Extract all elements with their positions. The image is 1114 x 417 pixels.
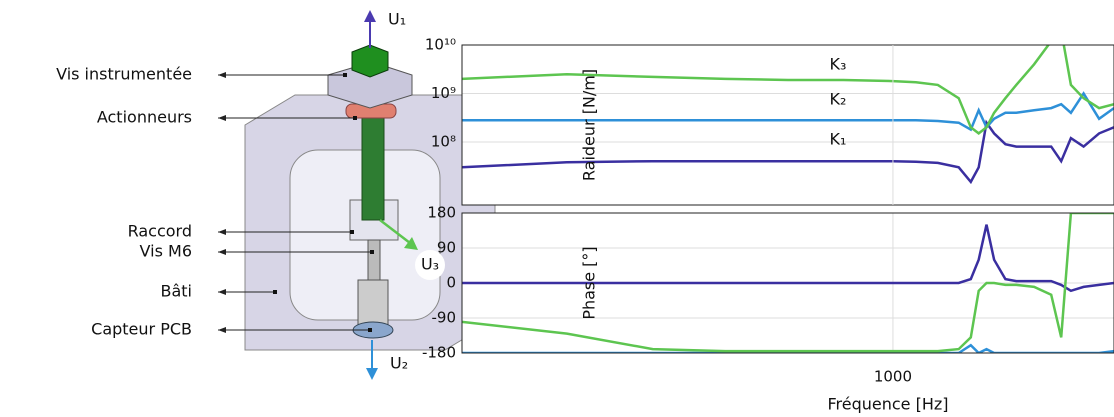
y-tick-label: 0 bbox=[446, 274, 456, 292]
u3-arrow bbox=[379, 219, 411, 244]
series-line bbox=[462, 45, 1114, 135]
plot-frame bbox=[461, 212, 1114, 354]
u1-head bbox=[364, 10, 376, 22]
leader-head bbox=[218, 115, 226, 121]
u3-head bbox=[404, 237, 418, 250]
series-group bbox=[462, 45, 1114, 185]
series-line bbox=[462, 91, 1114, 132]
direction-label: U₁ bbox=[388, 10, 406, 29]
y-tick-label: 10⁹ bbox=[431, 84, 456, 102]
y-axis-label: Phase [°] bbox=[580, 246, 599, 319]
part-label: Raccord bbox=[128, 222, 192, 241]
u2-head bbox=[366, 368, 378, 380]
series-label: K₃ bbox=[830, 55, 847, 74]
plot-frame bbox=[461, 44, 1114, 206]
plot-area bbox=[461, 44, 1114, 206]
screw-head bbox=[351, 44, 389, 78]
leader-dot bbox=[273, 290, 277, 294]
screw bbox=[361, 109, 385, 221]
leader-dot bbox=[350, 230, 354, 234]
y-axis-label: Raideur [N/m] bbox=[580, 69, 599, 181]
m6-screw bbox=[367, 239, 381, 281]
series-line bbox=[462, 213, 1114, 353]
leader-head bbox=[218, 72, 226, 78]
leader-head bbox=[218, 289, 226, 295]
series-label: K₁ bbox=[830, 130, 847, 149]
series-line bbox=[462, 119, 1114, 185]
y-tick-label: -90 bbox=[432, 309, 457, 327]
part-label: Capteur PCB bbox=[91, 320, 192, 339]
leader-head bbox=[218, 327, 226, 333]
part-label: Vis M6 bbox=[140, 242, 192, 261]
x-axis-label: Fréquence [Hz] bbox=[827, 395, 948, 414]
y-tick-label: 90 bbox=[437, 239, 456, 257]
leader-dot bbox=[370, 250, 374, 254]
leader-dot bbox=[343, 73, 347, 77]
part-label: Bâti bbox=[161, 282, 193, 301]
series-group bbox=[462, 213, 1114, 353]
y-tick-label: 10¹⁰ bbox=[425, 36, 456, 54]
direction-label: U₂ bbox=[390, 354, 408, 373]
leader-dot bbox=[353, 116, 357, 120]
y-tick-label: 10⁸ bbox=[431, 132, 456, 150]
leader-head bbox=[218, 249, 226, 255]
y-tick-label: -180 bbox=[422, 344, 456, 362]
leader-head bbox=[218, 229, 226, 235]
u3-bg bbox=[415, 250, 445, 280]
series-label: K₂ bbox=[830, 90, 847, 109]
diagram bbox=[244, 10, 496, 380]
leader-dot bbox=[368, 328, 372, 332]
y-tick-label: 180 bbox=[427, 204, 456, 222]
part-label: Actionneurs bbox=[97, 108, 192, 127]
part-label: Vis instrumentée bbox=[56, 65, 192, 84]
x-tick-label: 1000 bbox=[874, 368, 912, 386]
direction-label: U₃ bbox=[421, 255, 439, 274]
